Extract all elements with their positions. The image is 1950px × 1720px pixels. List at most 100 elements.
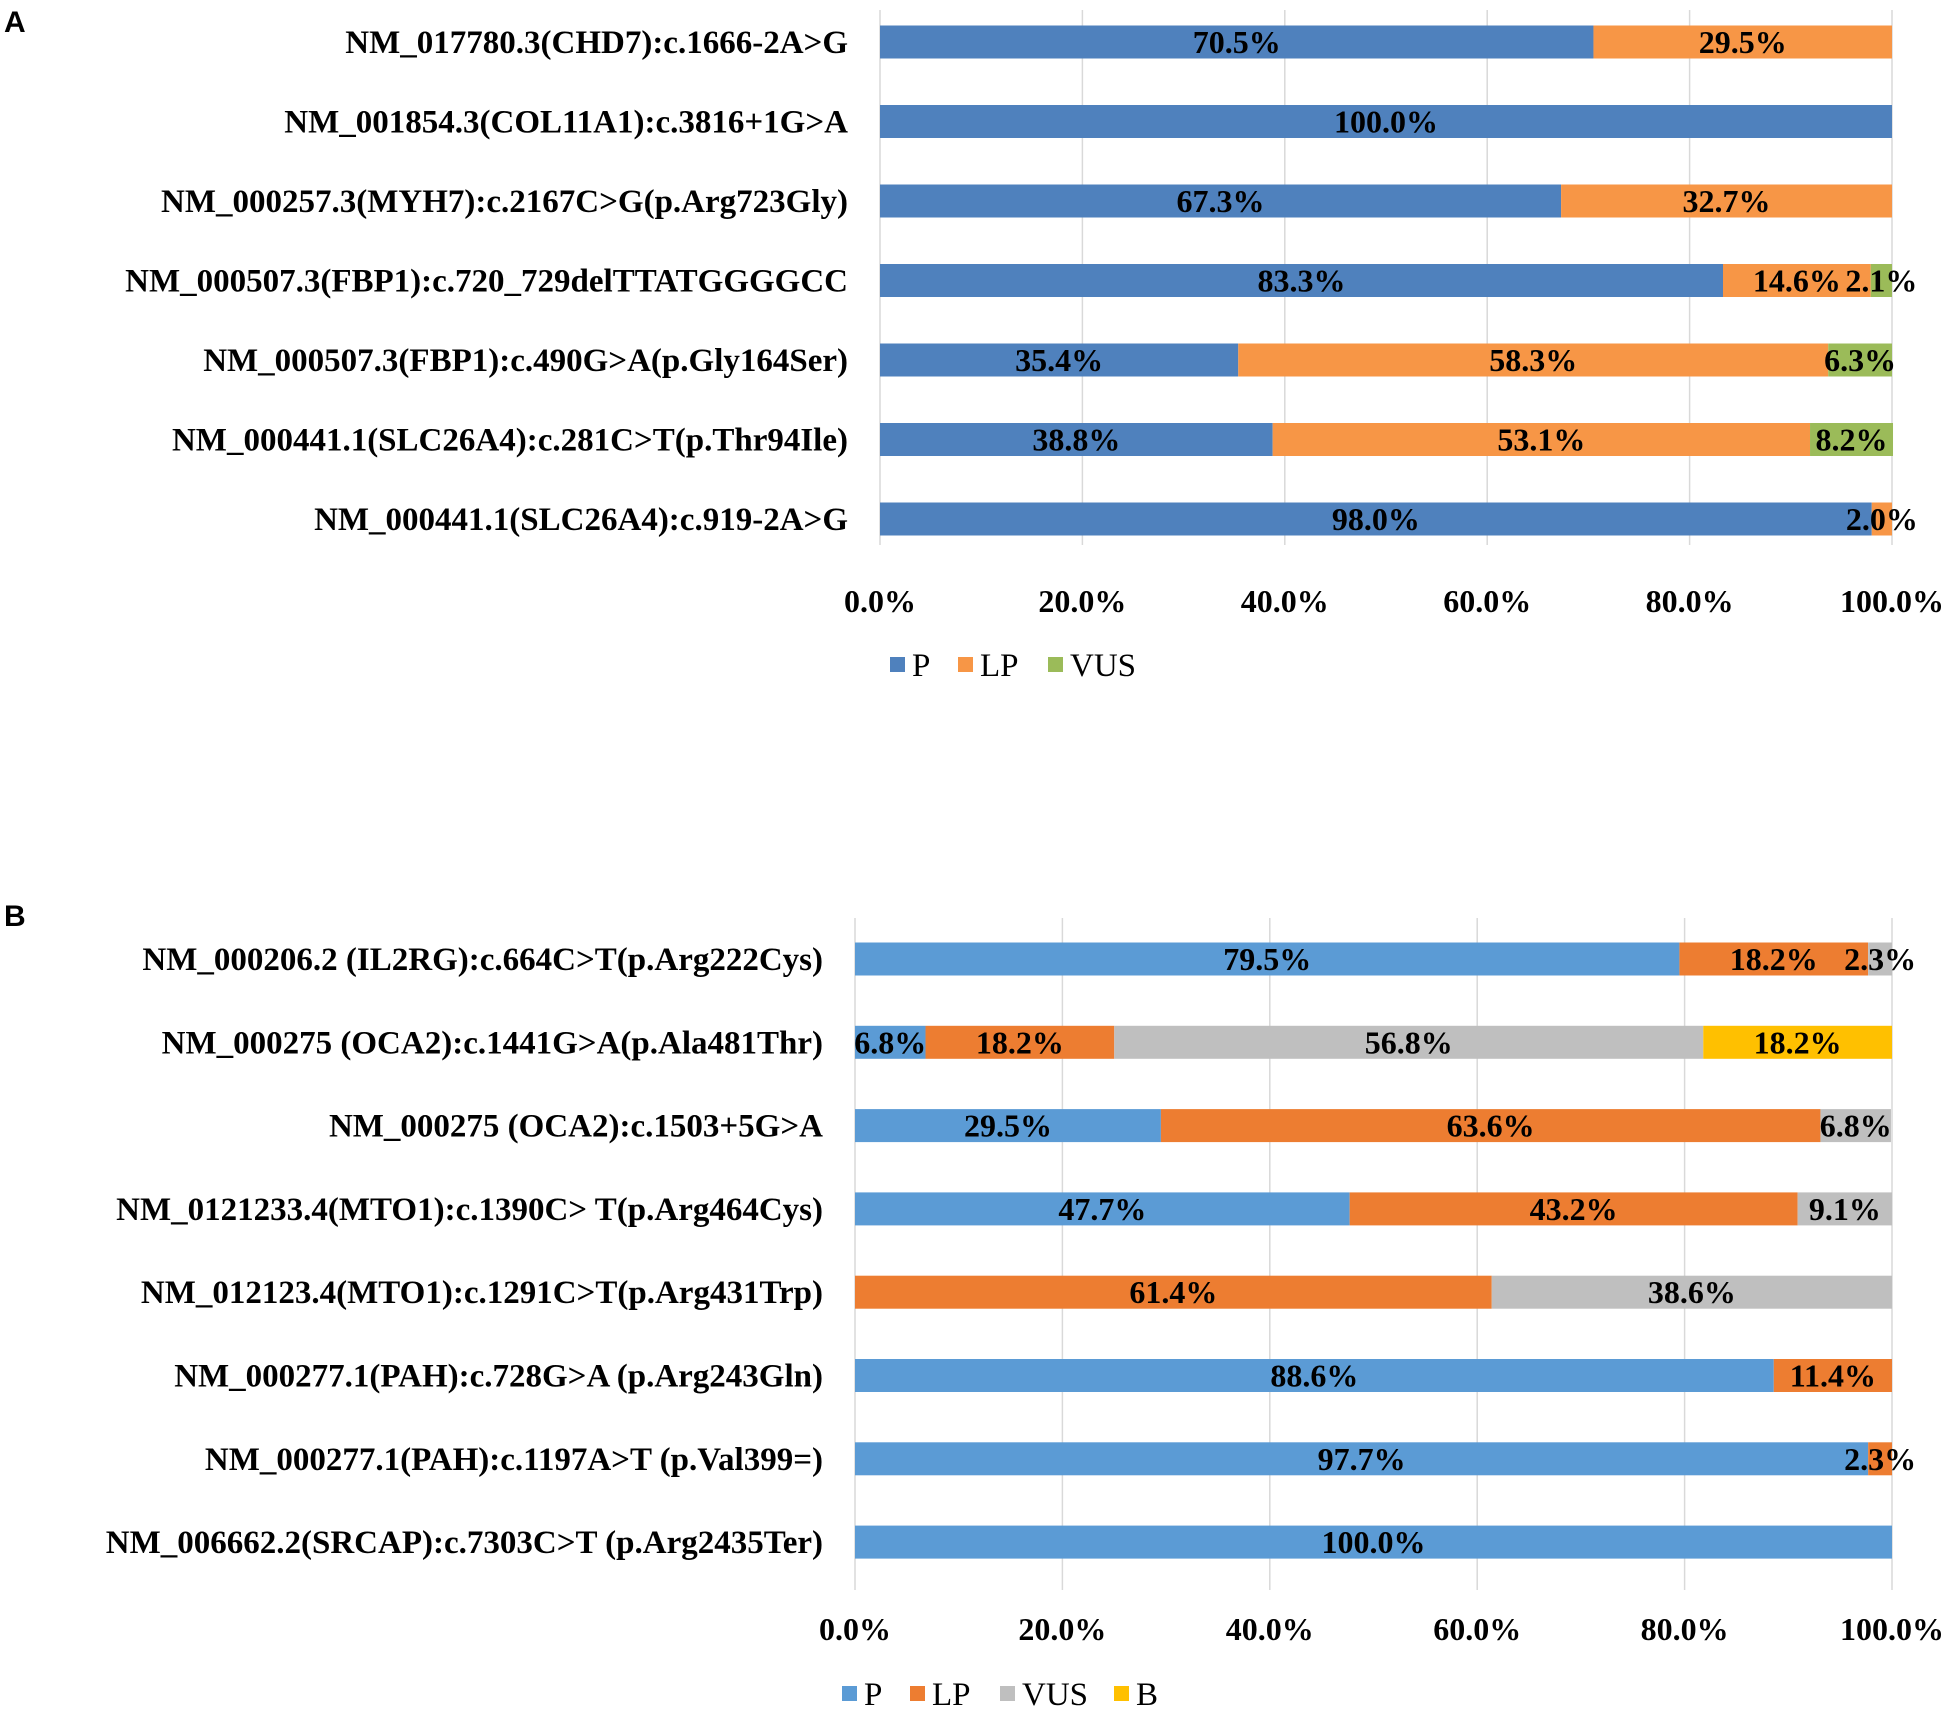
legend-label-a-lp: LP [980, 648, 1019, 684]
bar-a-4-vus [1828, 343, 1892, 377]
legend-label-b-lp: LP [932, 1677, 971, 1713]
data-label-b-2-p: 29.5% [964, 1108, 1052, 1144]
data-label-b-4-lp: 61.4% [1129, 1274, 1217, 1310]
category-label-b-5: NM_000277.1(PAH):c.728G>A (p.Arg243Gln) [174, 1359, 823, 1395]
bar-a-0-lp [1593, 25, 1892, 59]
data-label-a-3-vus: 2.1% [1845, 263, 1917, 299]
data-label-a-4-p: 35.4% [1015, 342, 1103, 378]
data-label-a-2-lp: 32.7% [1683, 183, 1771, 219]
data-label-a-6-p: 98.0% [1332, 501, 1420, 537]
legend-swatch-a-lp [958, 657, 973, 672]
category-label-b-3: NM_0121233.4(MTO1):c.1390C> T(p.Arg464Cy… [116, 1192, 823, 1228]
data-label-a-1-p: 100.0% [1334, 104, 1438, 140]
bar-b-1-p [855, 1025, 926, 1059]
data-label-b-0-vus: 2.3% [1844, 941, 1916, 977]
data-label-a-2-p: 67.3% [1177, 183, 1265, 219]
bar-a-3-vus [1870, 264, 1892, 297]
data-label-b-0-lp: 18.2% [1730, 941, 1818, 977]
data-label-a-4-vus: 6.3% [1824, 342, 1896, 378]
bar-b-3-lp [1349, 1192, 1798, 1226]
data-label-a-5-lp: 53.1% [1497, 422, 1585, 458]
data-label-b-1-lp: 18.2% [976, 1024, 1064, 1060]
category-label-a-5: NM_000441.1(SLC26A4):c.281C>T(p.Thr94Ile… [172, 423, 848, 459]
data-label-b-3-lp: 43.2% [1530, 1191, 1618, 1227]
bar-a-2-lp [1561, 184, 1892, 218]
legend-label-a-vus: VUS [1070, 648, 1136, 684]
bar-b-1-lp [925, 1025, 1115, 1059]
category-label-a-3: NM_000507.3(FBP1):c.720_729delTTATGGGGCC [125, 264, 848, 300]
bar-a-5-lp [1272, 423, 1811, 456]
x-tick-label-b-1: 20.0% [1018, 1611, 1106, 1647]
x-tick-label-b-0: 0.0% [819, 1611, 891, 1647]
bar-b-7-p [855, 1525, 1892, 1559]
legend-swatch-b-b [1114, 1686, 1129, 1701]
bar-b-0-p [855, 942, 1680, 976]
category-label-b-7: NM_006662.2(SRCAP):c.7303C>T (p.Arg2435T… [106, 1525, 823, 1561]
legend-swatch-b-vus [1000, 1686, 1015, 1701]
bar-a-5-vus [1810, 423, 1894, 456]
bar-a-4-p [880, 343, 1239, 377]
category-label-b-6: NM_000277.1(PAH):c.1197A>T (p.Val399=) [205, 1442, 823, 1478]
legend-label-b-b: B [1136, 1677, 1158, 1713]
bar-a-6-lp [1871, 502, 1892, 536]
category-label-b-0: NM_000206.2 (IL2RG):c.664C>T(p.Arg222Cys… [142, 942, 823, 978]
legend-swatch-b-p [842, 1686, 857, 1701]
category-label-a-4: NM_000507.3(FBP1):c.490G>A(p.Gly164Ser) [203, 343, 848, 379]
bar-a-3-p [880, 264, 1723, 297]
legend-label-a-p: P [912, 648, 930, 684]
bar-b-6-lp [1868, 1442, 1892, 1476]
bar-b-2-vus [1820, 1109, 1891, 1143]
data-label-b-2-vus: 6.8% [1820, 1108, 1892, 1144]
data-label-b-6-lp: 2.3% [1844, 1441, 1916, 1477]
bar-b-0-vus [1868, 942, 1892, 976]
category-label-a-2: NM_000257.3(MYH7):c.2167C>G(p.Arg723Gly) [161, 184, 848, 220]
data-label-a-4-lp: 58.3% [1489, 342, 1577, 378]
panel-b: B 0.0% 20.0% 40.0% 60.0% 80.0% 100.0% NM_000206… [4, 900, 1944, 1713]
x-tick-label-b-5: 100.0% [1840, 1611, 1944, 1647]
bar-a-0-p [880, 25, 1594, 59]
data-label-b-5-lp: 11.4% [1790, 1358, 1876, 1394]
legend-label-b-vus: VUS [1022, 1677, 1088, 1713]
data-label-b-6-p: 97.7% [1318, 1441, 1406, 1477]
data-label-b-0-p: 79.5% [1223, 941, 1311, 977]
legend-label-b-p: P [864, 1677, 882, 1713]
category-label-a-1: NM_001854.3(COL11A1):c.3816+1G>A [284, 105, 848, 141]
category-label-b-4: NM_012123.4(MTO1):c.1291C>T(p.Arg431Trp) [141, 1275, 823, 1311]
bar-a-2-p [880, 184, 1562, 218]
data-label-a-5-p: 38.8% [1032, 422, 1120, 458]
x-tick-label-a-5: 100.0% [1840, 583, 1944, 619]
data-label-a-6-lp: 2.0% [1846, 501, 1918, 537]
legend-swatch-a-vus [1048, 657, 1063, 672]
panel-a: A 0.0% 20.0% 40.0% 60.0% 80.0% 100.0% NM_017780… [4, 6, 1944, 684]
bar-b-2-lp [1160, 1109, 1821, 1143]
category-label-a-6: NM_000441.1(SLC26A4):c.919-2A>G [314, 502, 848, 538]
x-tick-label-b-3: 60.0% [1433, 1611, 1521, 1647]
x-tick-label-b-2: 40.0% [1226, 1611, 1314, 1647]
data-label-b-7-p: 100.0% [1322, 1524, 1426, 1560]
legend-swatch-b-lp [910, 1686, 925, 1701]
x-tick-label-a-4: 80.0% [1646, 583, 1734, 619]
x-tick-label-a-0: 0.0% [844, 583, 916, 619]
bar-b-6-p [855, 1442, 1869, 1476]
data-label-b-1-p: 6.8% [854, 1024, 926, 1060]
data-label-b-2-lp: 63.6% [1447, 1108, 1535, 1144]
bar-a-6-p [880, 502, 1872, 536]
legend-swatch-a-p [890, 657, 905, 672]
data-label-a-0-lp: 29.5% [1699, 24, 1787, 60]
panel-letter-a: A [4, 6, 26, 39]
bar-b-5-p [855, 1359, 1774, 1392]
panel-letter-b: B [4, 900, 26, 933]
bar-b-1-vus [1114, 1025, 1704, 1059]
x-tick-label-a-2: 40.0% [1241, 583, 1329, 619]
bar-b-5-lp [1773, 1359, 1892, 1392]
bar-a-5-p [880, 423, 1273, 456]
data-label-b-5-p: 88.6% [1270, 1358, 1358, 1394]
data-label-a-3-p: 83.3% [1257, 263, 1345, 299]
data-label-b-3-vus: 9.1% [1809, 1191, 1881, 1227]
bar-a-3-lp [1722, 264, 1871, 297]
x-tick-label-a-1: 20.0% [1038, 583, 1126, 619]
data-label-b-3-p: 47.7% [1058, 1191, 1146, 1227]
bar-b-3-vus [1797, 1192, 1892, 1226]
bar-b-2-p [855, 1109, 1161, 1143]
